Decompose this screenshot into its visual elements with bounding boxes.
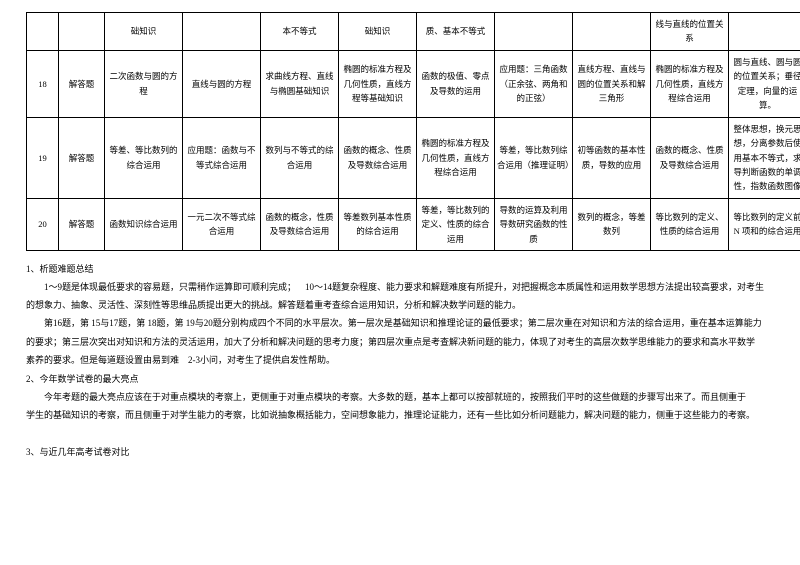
cell: 圆与直线、圆与圆的位置关系；垂径定理，向量的运算。 (729, 50, 800, 117)
cell: 应用题：三角函数（正余弦、两角和的正弦） (495, 50, 573, 117)
questions-table: 础知识 本不等式 础知识 质、基本不等式 线与直线的位置关系 18 解答题 二次… (26, 12, 800, 251)
cell: 数列的概念，等差数列 (573, 198, 651, 250)
cell: 质、基本不等式 (417, 13, 495, 51)
cell: 础知识 (339, 13, 417, 51)
cell: 等差，等比数列综合运用（推理证明） (495, 117, 573, 198)
text: 2-3小问，对考生了提供启发性帮助。 (188, 355, 335, 365)
paragraph: 第16题，第 15与17题，第 18题，第 19与20题分别构成四个不同的水平层… (26, 315, 774, 332)
table-row: 18 解答题 二次函数与圆的方程 直线与圆的方程 求曲线方程、直线与椭圆基础知识… (27, 50, 800, 117)
cell (495, 13, 573, 51)
cell: 等差、等比数列的综合运用 (105, 117, 183, 198)
cell: 整体思想，换元思想，分离参数后使用基本不等式，求导判断函数的单调性，指数函数图像 (729, 117, 800, 198)
cell: 椭圆的标准方程及几何性质，直线方程综合运用 (417, 117, 495, 198)
cell (27, 13, 59, 51)
text: 1～9题是体现最低要求的容易题，只需稍作运算即可顺利完成； (44, 282, 296, 292)
section-heading: 1、析题难题总结 (26, 261, 774, 278)
section-heading: 2、今年数学试卷的最大亮点 (26, 371, 774, 388)
cell (573, 13, 651, 51)
cell: 二次函数与圆的方程 (105, 50, 183, 117)
cell: 椭圆的标准方程及几何性质，直线方程等基础知识 (339, 50, 417, 117)
cell: 数列与不等式的综合运用 (261, 117, 339, 198)
cell: 应用题：函数与不等式综合运用 (183, 117, 261, 198)
cell: 求曲线方程、直线与椭圆基础知识 (261, 50, 339, 117)
cell: 函数的极值、零点及导数的运用 (417, 50, 495, 117)
paragraph: 1～9题是体现最低要求的容易题，只需稍作运算即可顺利完成； 10～14题复杂程度… (26, 279, 774, 296)
cell: 解答题 (59, 198, 105, 250)
cell: 函数知识综合运用 (105, 198, 183, 250)
cell: 20 (27, 198, 59, 250)
cell: 18 (27, 50, 59, 117)
cell (183, 13, 261, 51)
cell: 函数的概念，性质及导数综合运用 (261, 198, 339, 250)
cell: 直线方程、直线与圆的位置关系和解三角形 (573, 50, 651, 117)
cell: 解答题 (59, 117, 105, 198)
paragraph: 学生的基础知识的考察，而且侧重于对学生能力的考察，比如说抽象概括能力，空间想象能… (26, 407, 774, 424)
cell: 等差，等比数列的定义、性质的综合运用 (417, 198, 495, 250)
cell: 等比数列的定义、性质的综合运用 (651, 198, 729, 250)
cell: 19 (27, 117, 59, 198)
cell: 函数的概念、性质及导数综合运用 (651, 117, 729, 198)
paragraph: 素养的要求。但是每道题设置由易到难 2-3小问，对考生了提供启发性帮助。 (26, 352, 774, 369)
cell: 函数的概念、性质及导数综合运用 (339, 117, 417, 198)
cell: 本不等式 (261, 13, 339, 51)
section-heading: 3、与近几年高考试卷对比 (26, 444, 774, 461)
cell (729, 13, 800, 51)
cell: 础知识 (105, 13, 183, 51)
cell: 初等函数的基本性质，导数的应用 (573, 117, 651, 198)
cell: 解答题 (59, 50, 105, 117)
text: 10～14题复杂程度、能力要求和解题难度有所提升，对把握概念本质属性和运用数学思… (305, 282, 764, 292)
table-row: 础知识 本不等式 础知识 质、基本不等式 线与直线的位置关系 (27, 13, 800, 51)
paragraph: 的要求；第三层次突出对知识和方法的灵活运用，加大了分析和解决问题的思考力度；第四… (26, 334, 774, 351)
cell: 一元二次不等式综合运用 (183, 198, 261, 250)
paragraph (26, 425, 774, 442)
table-row: 19 解答题 等差、等比数列的综合运用 应用题：函数与不等式综合运用 数列与不等… (27, 117, 800, 198)
cell: 线与直线的位置关系 (651, 13, 729, 51)
cell: 等比数列的定义前 N 项和的综合运用 (729, 198, 800, 250)
cell: 等差数列基本性质的综合运用 (339, 198, 417, 250)
analysis-text: 1、析题难题总结 1～9题是体现最低要求的容易题，只需稍作运算即可顺利完成； 1… (26, 261, 774, 461)
paragraph: 今年考题的最大亮点应该在于对重点模块的考察上，更侧重于对重点模块的考察。大多数的… (26, 389, 774, 406)
cell: 椭圆的标准方程及几何性质，直线方程综合运用 (651, 50, 729, 117)
cell: 导数的运算及利用导数研究函数的性质 (495, 198, 573, 250)
cell (59, 13, 105, 51)
text: 素养的要求。但是每道题设置由易到难 (26, 355, 179, 365)
paragraph: 的想象力、抽象、灵活性、深刻性等思维品质提出更大的挑战。解答题着重考查综合运用知… (26, 297, 774, 314)
table-row: 20 解答题 函数知识综合运用 一元二次不等式综合运用 函数的概念，性质及导数综… (27, 198, 800, 250)
cell: 直线与圆的方程 (183, 50, 261, 117)
